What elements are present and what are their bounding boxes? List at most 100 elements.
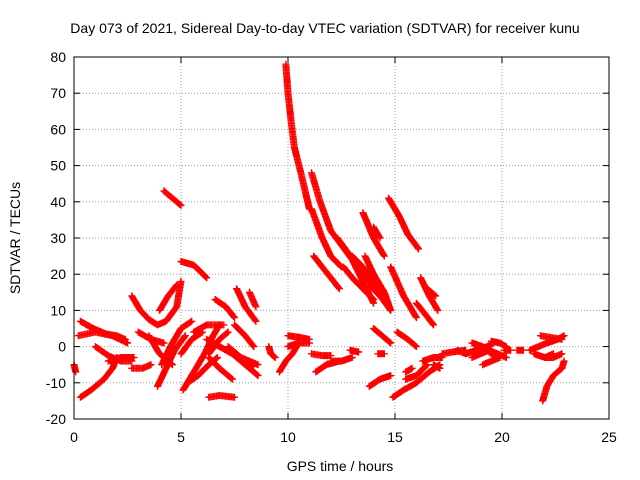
data-track	[374, 350, 388, 358]
data-track	[128, 277, 185, 329]
data-point-markers	[308, 350, 335, 360]
data-point-markers	[156, 281, 181, 314]
data-point-markers	[412, 299, 437, 329]
data-track	[340, 263, 378, 303]
y-tick-label: -20	[46, 411, 66, 427]
data-track	[282, 60, 313, 213]
data-point-markers	[177, 328, 206, 358]
data-point-markers	[310, 252, 343, 293]
data-track	[74, 328, 131, 347]
data-track	[500, 346, 515, 354]
data-point-markers	[370, 325, 395, 347]
data-track	[385, 194, 422, 253]
data-track	[205, 354, 236, 383]
data-track	[393, 328, 420, 351]
data-point-markers	[265, 343, 279, 361]
data-point-markers	[282, 60, 313, 213]
y-tick-label: 80	[50, 49, 66, 65]
data-point-markers	[359, 209, 388, 260]
data-point-markers	[231, 321, 258, 351]
data-point-markers	[419, 354, 446, 365]
data-track	[365, 281, 395, 314]
data-point-markers	[104, 354, 138, 365]
data-point-markers	[346, 346, 363, 356]
y-axis-ticks: -20 -10 0 10 20 30 40 50 60 70 80	[46, 49, 609, 427]
data-point-markers	[237, 354, 262, 369]
data-point-markers	[539, 357, 568, 405]
y-axis-label: SDTVAR / TECUs	[7, 182, 23, 294]
data-point-markers	[487, 337, 510, 351]
y-tick-label: 40	[50, 194, 66, 210]
data-point-markers	[374, 350, 388, 358]
grid	[74, 57, 609, 419]
data-point-markers	[500, 346, 515, 354]
data-track	[284, 339, 313, 351]
data-point-markers	[365, 372, 395, 390]
data-track	[158, 317, 196, 369]
data-track	[513, 346, 527, 354]
y-tick-label: 0	[58, 339, 66, 355]
data-track	[402, 364, 416, 376]
data-track	[284, 332, 313, 343]
data-point-markers	[423, 285, 440, 300]
data-point-markers	[537, 332, 566, 343]
data-track	[76, 354, 121, 401]
y-tick-label: 10	[50, 302, 66, 318]
data-point-markers	[154, 332, 189, 390]
data-point-markers	[402, 361, 431, 383]
data-point-markers	[513, 346, 527, 354]
data-point-markers	[211, 296, 238, 322]
x-axis-label: GPS time / hours	[287, 458, 394, 474]
y-tick-label: 20	[50, 266, 66, 282]
data-point-markers	[128, 361, 155, 372]
data-track	[308, 169, 378, 307]
data-track	[70, 361, 80, 376]
data-track	[211, 296, 238, 322]
data-track	[402, 361, 431, 383]
data-track	[412, 299, 437, 329]
data-track	[327, 354, 356, 365]
data-point-markers	[205, 392, 238, 401]
data-point-markers	[205, 354, 236, 383]
data-point-markers	[158, 317, 196, 369]
data-point-markers	[365, 281, 395, 314]
data-tracks	[70, 60, 568, 405]
data-track	[485, 346, 510, 361]
data-point-markers	[205, 328, 232, 358]
data-track	[370, 223, 384, 242]
data-track	[233, 285, 260, 325]
data-point-markers	[430, 361, 444, 372]
data-track	[308, 350, 335, 360]
data-track	[430, 361, 444, 372]
data-point-markers	[284, 339, 313, 351]
data-point-markers	[393, 328, 420, 351]
data-point-markers	[370, 223, 384, 242]
data-point-markers	[402, 364, 416, 376]
x-tick-label: 0	[70, 429, 78, 445]
data-track	[156, 281, 181, 314]
data-point-markers	[190, 321, 228, 336]
chart-title: Day 073 of 2021, Sidereal Day-to-day VTE…	[70, 20, 579, 36]
data-point-markers	[340, 263, 378, 303]
data-track	[265, 343, 279, 361]
data-point-markers	[233, 285, 260, 325]
data-point-markers	[76, 354, 121, 401]
data-track	[246, 288, 260, 311]
data-point-markers	[128, 277, 185, 329]
data-track	[539, 357, 568, 405]
data-track	[479, 354, 504, 369]
y-tick-label: -10	[46, 375, 66, 391]
x-tick-label: 10	[280, 429, 296, 445]
data-point-markers	[284, 332, 313, 343]
data-track	[308, 205, 345, 271]
y-tick-label: 50	[50, 158, 66, 174]
data-track	[541, 350, 566, 361]
x-tick-label: 15	[387, 429, 403, 445]
data-point-markers	[160, 187, 185, 209]
data-point-markers	[479, 354, 504, 369]
data-track	[537, 332, 566, 343]
data-point-markers	[70, 361, 80, 376]
data-track	[177, 258, 211, 282]
plot-frame	[73, 56, 610, 420]
